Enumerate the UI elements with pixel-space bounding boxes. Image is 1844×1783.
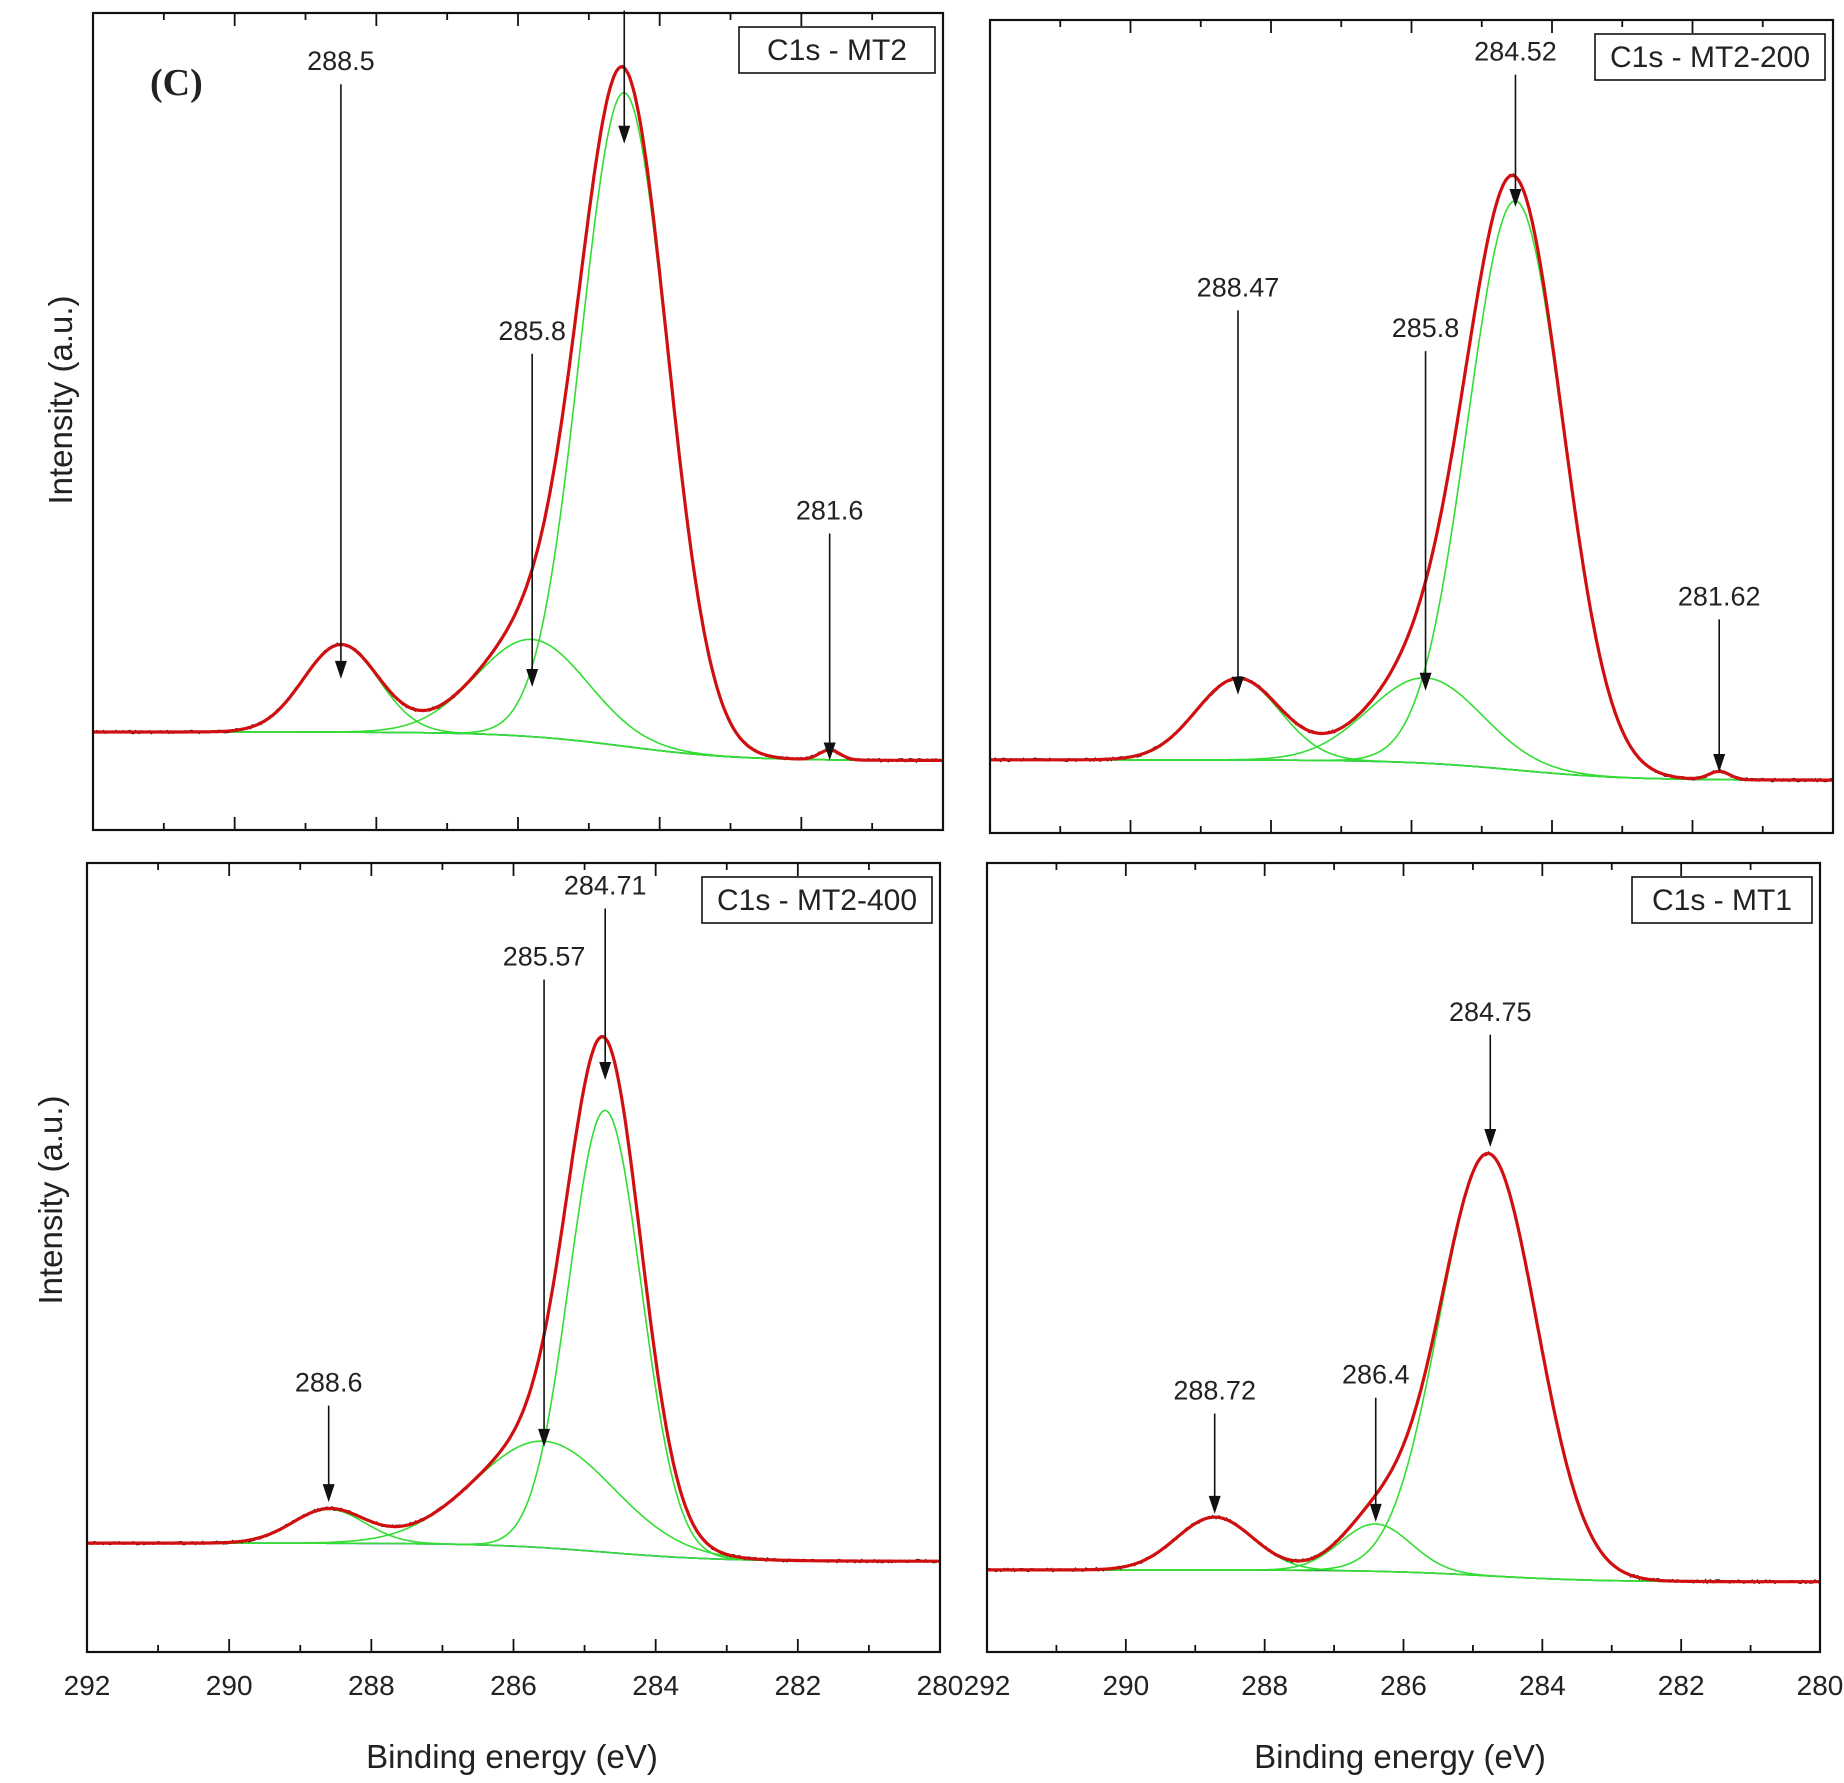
peak-label: 284.52 — [1474, 37, 1557, 67]
x-axis-label-right: Binding energy (eV) — [1254, 1738, 1546, 1775]
x-tick-label: 288 — [1241, 1670, 1288, 1701]
peak-label: 288.5 — [307, 46, 375, 76]
legend-box — [1631, 876, 1813, 924]
y-axis-label-top: Intensity (a.u.) — [42, 295, 79, 504]
series-envelope-line — [987, 1151, 1820, 1584]
plot-area — [987, 1151, 1820, 1585]
peak-arrow-head — [1484, 1129, 1497, 1148]
peak-label: 286.4 — [1342, 1360, 1410, 1390]
peak-arrow-head — [1509, 188, 1522, 207]
plot-frame — [91, 11, 945, 832]
series-envelope-line — [93, 65, 943, 763]
peak-arrow-head — [599, 1061, 612, 1080]
x-tick-label: 292 — [64, 1670, 111, 1701]
legend-label: C1s - MT2-200 — [1610, 41, 1810, 74]
peak-label: 284.75 — [1449, 997, 1532, 1027]
peak-label: 285.57 — [503, 942, 586, 972]
x-tick-label: 284 — [1519, 1670, 1566, 1701]
series-component-line-3 — [87, 1109, 940, 1562]
panel-c1s-mt2-200: C1s - MT2-200 288.47 285.8 284.52 281.62 — [988, 18, 1835, 835]
peak-arrow-head — [618, 125, 631, 144]
panel-letter: (C) — [150, 62, 203, 104]
legend-box — [1594, 33, 1826, 81]
y-axis-label: Intensity (a.u.) — [32, 1095, 69, 1304]
x-tick-label: 286 — [490, 1670, 537, 1701]
x-axis-label-left: Binding energy (eV) — [366, 1738, 658, 1775]
peak-label: 284.71 — [564, 871, 647, 901]
series-component-line-1 — [990, 677, 1833, 781]
peak-arrow-head — [322, 1484, 335, 1503]
peak-arrow-head — [1231, 676, 1244, 695]
peak-arrow-head — [1713, 754, 1726, 773]
plot-frame — [985, 861, 1822, 1654]
y-axis-label: Intensity (a.u.) — [42, 295, 79, 504]
peak-label: 288.47 — [1197, 272, 1280, 302]
series-component-line-1 — [87, 1508, 940, 1562]
peak-arrow-head — [334, 660, 347, 679]
peak-label: 281.6 — [796, 496, 864, 526]
series-envelope-line — [87, 1034, 940, 1563]
peak-label: 288.6 — [295, 1368, 363, 1398]
peak-arrow-head — [538, 1428, 551, 1447]
x-tick-label: 286 — [1380, 1670, 1427, 1701]
peak-label: 288.72 — [1173, 1376, 1256, 1406]
x-tick-label: 284 — [632, 1670, 679, 1701]
legend-box — [701, 876, 933, 924]
series-raw-data-line — [93, 64, 943, 764]
peak-arrow-head — [1419, 672, 1432, 691]
series-component-line-2 — [93, 638, 943, 762]
peak-arrow-head — [1208, 1495, 1221, 1514]
x-tick-label: 292 — [964, 1670, 1011, 1701]
x-tick-label: 282 — [1658, 1670, 1705, 1701]
legend-box — [738, 26, 936, 74]
x-tick-label: 280 — [1797, 1670, 1844, 1701]
peak-arrow-head — [526, 669, 539, 688]
y-axis-label-bottom: Intensity (a.u.) — [32, 1095, 69, 1304]
legend-label: C1s - MT2 — [767, 34, 907, 67]
plot-area — [93, 64, 943, 764]
series-raw-data-line — [87, 1035, 940, 1564]
x-tick-label: 280 — [917, 1670, 964, 1701]
series-component-line-1 — [987, 1516, 1820, 1583]
x-tick-label: 290 — [1102, 1670, 1149, 1701]
series-envelope-line — [990, 173, 1833, 782]
legend-label: C1s - MT1 — [1652, 884, 1792, 917]
series-component-line-2 — [987, 1523, 1820, 1583]
peak-arrow-head — [1369, 1503, 1382, 1522]
panel-c1s-mt1: 292 290 288 286 284 282 280 C1s - MT1 288.72 286.… — [964, 861, 1844, 1701]
panel-c1s-mt2-400: 292 290 288 286 284 282 280 C1s - MT2-400 288.6 2… — [64, 861, 964, 1701]
plot-area — [87, 1034, 940, 1564]
peak-label: 285.8 — [498, 316, 566, 346]
x-tick-label: 282 — [774, 1670, 821, 1701]
x-tick-label: 288 — [348, 1670, 395, 1701]
peak-label: 284.5 — [590, 0, 658, 3]
peak-label: 281.62 — [1678, 581, 1761, 611]
plot-area — [990, 173, 1833, 783]
plot-frame — [85, 861, 942, 1654]
series-raw-data-line — [990, 173, 1833, 783]
peak-label: 285.8 — [1392, 313, 1460, 343]
legend-label: C1s - MT2-400 — [717, 884, 917, 917]
panel-c1s-mt2: C1s - MT2 288.5 285.8 284.5 281.6 — [91, 0, 945, 832]
x-tick-label: 290 — [206, 1670, 253, 1701]
series-component-line-2 — [990, 676, 1833, 781]
series-component-line-3 — [93, 91, 943, 762]
series-component-line-3 — [990, 200, 1833, 781]
peak-arrow-head — [823, 742, 836, 761]
